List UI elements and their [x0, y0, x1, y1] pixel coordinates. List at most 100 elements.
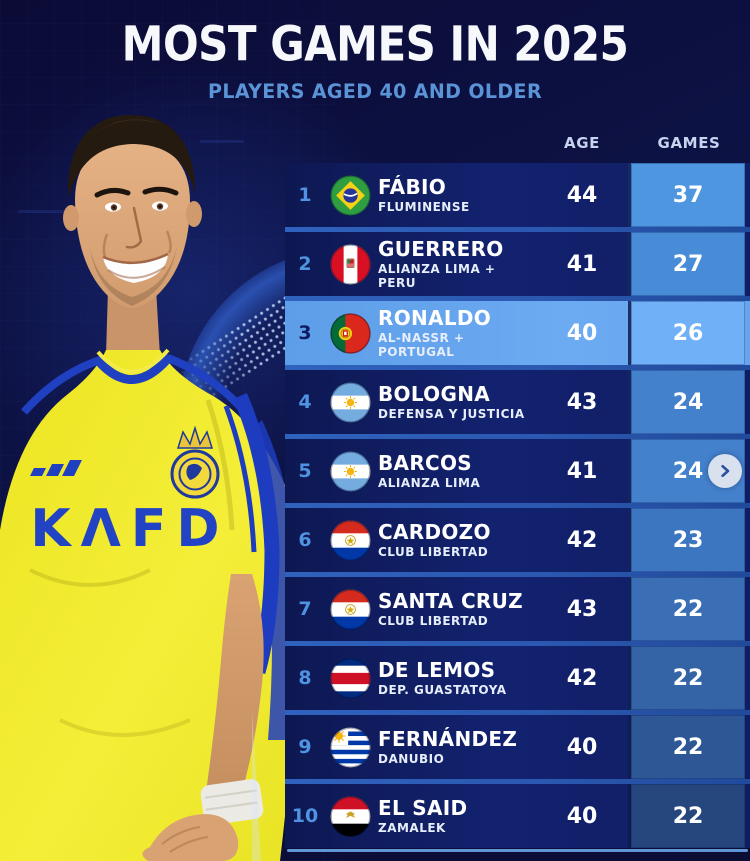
- circuit-line: [200, 140, 244, 143]
- player-name: DE LEMOS: [378, 657, 496, 682]
- table-row: 5 BARCOS ALIANZA LIMA 41 24: [285, 439, 750, 503]
- portugal-flag-icon: [325, 312, 375, 354]
- age-value: 41: [566, 251, 598, 277]
- player-club: CLUB LIBERTAD: [378, 613, 489, 628]
- al-nassr-badge-icon: [170, 425, 220, 499]
- games-value: 24: [672, 458, 704, 484]
- next-arrow-button[interactable]: [708, 454, 742, 488]
- peru-flag-icon: [325, 243, 375, 285]
- paraguay-flag-icon: [329, 588, 371, 630]
- games-value: 23: [672, 527, 704, 553]
- games-value: 22: [672, 596, 704, 622]
- age-value: 43: [566, 596, 598, 622]
- player-club: CLUB LIBERTAD: [378, 544, 489, 559]
- rank-label: 8: [298, 667, 312, 689]
- column-header-games: GAMES: [657, 134, 721, 152]
- uruguay-flag-icon: [325, 726, 375, 768]
- games-value: 27: [672, 251, 704, 277]
- column-header-age: AGE: [564, 134, 600, 152]
- circuit-line: [18, 210, 78, 213]
- player-name: CARDOZO: [378, 519, 491, 544]
- portugal-flag-icon: [329, 312, 371, 354]
- games-cell: 22: [628, 646, 745, 710]
- player-name: BOLOGNA: [378, 381, 491, 406]
- table-row: 7 SANTA CRUZ CLUB LIBERTAD 43 22: [285, 577, 750, 641]
- age-value: 40: [566, 320, 598, 346]
- player-club: DANUBIO: [378, 751, 445, 766]
- games-cell: 23: [628, 508, 745, 572]
- table-row: 9 FERNÁNDEZ DANUBIO 40 22: [285, 715, 750, 779]
- player-club: DEFENSA Y JUSTICIA: [378, 406, 525, 421]
- egypt-flag-icon: [325, 795, 375, 837]
- player-name: GUERRERO: [378, 236, 504, 261]
- rank-label: 1: [298, 184, 312, 206]
- player-name: FERNÁNDEZ: [378, 726, 518, 751]
- rank-label: 6: [298, 529, 312, 551]
- brazil-flag-icon: [325, 174, 375, 216]
- table-row: 3 RONALDO AL-NASSR + PORTUGAL 40 26: [285, 301, 750, 365]
- games-cell: 22: [628, 715, 745, 779]
- player-club: FLUMINENSE: [378, 199, 470, 214]
- rank-label: 5: [298, 460, 312, 482]
- games-cell: 27: [628, 232, 745, 296]
- player-name: EL SAID: [378, 795, 468, 820]
- games-value: 26: [672, 320, 704, 346]
- player-club: AL-NASSR + PORTUGAL: [378, 330, 465, 359]
- player-club: ALIANZA LIMA + PERU: [378, 261, 496, 290]
- argentina-flag-icon: [325, 450, 375, 492]
- age-value: 43: [566, 389, 598, 415]
- age-value: 42: [566, 665, 598, 691]
- player-club: DEP. GUASTATOYA: [378, 682, 507, 697]
- games-cell: 26: [628, 301, 745, 365]
- table-row: 6 CARDOZO CLUB LIBERTAD 42 23: [285, 508, 750, 572]
- argentina-flag-icon: [325, 381, 375, 423]
- games-value: 24: [672, 389, 704, 415]
- adidas-logo-icon: [30, 460, 82, 476]
- games-value: 37: [672, 182, 704, 208]
- chevron-right-icon: [721, 464, 730, 478]
- games-cell: 24: [628, 439, 745, 503]
- games-cell: 37: [628, 163, 745, 227]
- rank-label: 9: [298, 736, 312, 758]
- age-value: 41: [566, 458, 598, 484]
- brazil-flag-icon: [329, 174, 371, 216]
- rank-label: 7: [298, 598, 312, 620]
- ranking-table: 1 FÁBIO FLUMINENSE 44 37 2 GUERRERO ALIA…: [285, 163, 750, 848]
- age-value: 40: [566, 803, 598, 829]
- paraguay-flag-icon: [329, 519, 371, 561]
- player-name: SANTA CRUZ: [378, 588, 523, 613]
- rank-label: 10: [291, 805, 319, 827]
- uruguay-flag-icon: [329, 726, 371, 768]
- games-value: 22: [672, 803, 704, 829]
- page-title: MOST GAMES IN 2025: [121, 16, 629, 72]
- egypt-flag-icon: [329, 795, 371, 837]
- page-subtitle: PLAYERS AGED 40 AND OLDER: [208, 80, 542, 104]
- player-name: BARCOS: [378, 450, 473, 475]
- table-row: 2 GUERRERO ALIANZA LIMA + PERU 41 27: [285, 232, 750, 296]
- paraguay-flag-icon: [325, 588, 375, 630]
- rank-label: 4: [298, 391, 312, 413]
- player-name: FÁBIO: [378, 174, 447, 199]
- age-value: 42: [566, 527, 598, 553]
- kafd-sponsor-text: KΛFD: [30, 499, 229, 559]
- ronaldo-photo: KΛFD: [0, 114, 296, 861]
- age-value: 44: [566, 182, 598, 208]
- table-row: 8 DE LEMOS DEP. GUASTATOYA 42 22: [285, 646, 750, 710]
- games-cell: 22: [628, 784, 745, 848]
- rank-label: 3: [298, 322, 312, 344]
- table-row: 10 EL SAID ZAMALEK 40 22: [285, 784, 750, 848]
- argentina-flag-icon: [329, 381, 371, 423]
- age-value: 40: [566, 734, 598, 760]
- rank-label: 2: [298, 253, 312, 275]
- games-cell: 24: [628, 370, 745, 434]
- player-club: ALIANZA LIMA: [378, 475, 481, 490]
- table-row: 4 BOLOGNA DEFENSA Y JUSTICIA 43 24: [285, 370, 750, 434]
- table-bottom-divider: [287, 849, 748, 852]
- costa-rica-flag-icon: [325, 657, 375, 699]
- table-row: 1 FÁBIO FLUMINENSE 44 37: [285, 163, 750, 227]
- peru-flag-icon: [329, 243, 371, 285]
- table-header: AGE GAMES: [285, 134, 750, 152]
- paraguay-flag-icon: [325, 519, 375, 561]
- games-cell: 22: [628, 577, 745, 641]
